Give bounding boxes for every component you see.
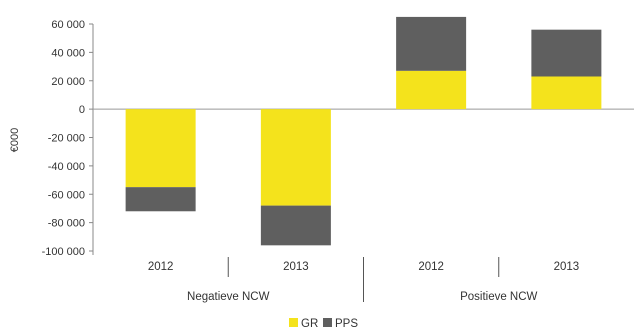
bar-pps-1 — [125, 187, 196, 212]
x-tick-label: 2013 — [554, 261, 580, 273]
legend-label-gr: GR — [301, 318, 318, 330]
group-label: Positieve NCW — [460, 291, 537, 303]
bars-layer — [93, 16, 634, 246]
y-tick-label: -60 000 — [48, 189, 85, 201]
y-tick-label: 20 000 — [51, 76, 85, 88]
y-tick-label: 40 000 — [51, 47, 85, 59]
y-tick-label: -40 000 — [48, 161, 85, 173]
bar-pps-2 — [260, 205, 331, 246]
bar-pps-3 — [396, 16, 467, 71]
bar-gr-4 — [531, 76, 602, 110]
y-axis: 60 000 40 000 20 000 0 -20 000 -40 000 -60 000… — [42, 19, 94, 258]
bar-gr-2 — [260, 109, 331, 206]
y-tick-label: -80 000 — [48, 218, 85, 230]
y-tick-label: 0 — [79, 104, 85, 116]
group-label: Negatieve NCW — [187, 291, 270, 303]
bar-pps-4 — [531, 29, 602, 77]
x-axis: 2012 2013 2012 2013 Negatieve NCW Positieve N… — [148, 257, 579, 303]
bar-gr-1 — [125, 109, 196, 188]
y-tick-label: 60 000 — [51, 19, 85, 31]
y-tick-label: -100 000 — [42, 246, 85, 258]
y-axis-label: €000 — [9, 128, 21, 152]
legend-swatch-pps — [323, 318, 332, 327]
x-tick-label: 2012 — [148, 261, 174, 273]
legend: GR PPS — [289, 318, 358, 330]
bar-gr-3 — [396, 70, 467, 110]
x-tick-label: 2013 — [283, 261, 309, 273]
y-tick-label: -20 000 — [48, 133, 85, 145]
x-tick-label: 2012 — [418, 261, 444, 273]
legend-swatch-gr — [289, 318, 298, 327]
legend-label-pps: PPS — [335, 318, 358, 330]
